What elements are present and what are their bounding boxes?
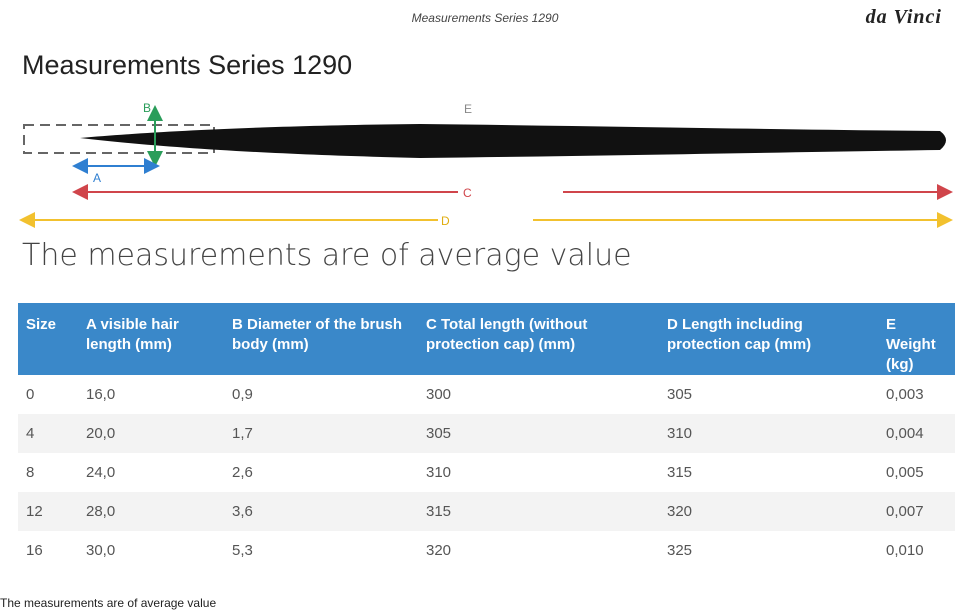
table-cell: 28,0 <box>78 492 224 531</box>
table-cell: 8 <box>26 464 35 481</box>
table-cell: 16,0 <box>86 386 116 403</box>
table-cell: 3,6 <box>224 492 418 531</box>
table-cell: 0,005 <box>886 464 924 481</box>
table-cell: 24,0 <box>86 464 116 481</box>
label-c: C <box>463 186 472 200</box>
header-cell: B Diameter of the brush body (mm) <box>224 303 418 375</box>
brush <box>80 124 946 158</box>
measurements-table: Size A visible hair length (mm) B Diameter… <box>18 303 955 570</box>
table-cell: 12 <box>18 492 78 531</box>
table-cell: 1,7 <box>224 414 418 453</box>
header-caption: Measurements Series 1290 <box>411 11 559 25</box>
table-cell: 325 <box>667 542 693 559</box>
table-cell: 0,004 <box>878 414 955 453</box>
header-cell: E Weight (kg) <box>878 303 955 375</box>
table-cell: 320 <box>659 492 878 531</box>
footer: The measurements are of average value <box>0 596 217 610</box>
table-cell: 310 <box>659 414 878 453</box>
header-cell: D Length including protection cap (mm) <box>659 303 878 375</box>
table-cell: 0,010 <box>886 542 924 559</box>
header-cell: Size <box>18 303 78 375</box>
label-d: D <box>441 214 450 228</box>
table-cell: 5,3 <box>232 542 253 559</box>
table-row: 16 30,0 5,3 320 325 0,010 <box>18 531 955 570</box>
table-cell: 16 <box>26 542 43 559</box>
table-cell: 305 <box>418 414 659 453</box>
header-row: Size A visible hair length (mm) B Diameter… <box>18 303 955 375</box>
header-cell: C Total length (without protection cap) … <box>418 303 659 375</box>
table-cell: 30,0 <box>86 542 116 559</box>
header-cell: A visible hair length (mm) <box>78 303 224 375</box>
table-cell: 300 <box>426 386 452 403</box>
title: Measurements Series 1290 <box>22 50 353 80</box>
table-cell: 315 <box>418 492 659 531</box>
label-a: A <box>93 171 101 185</box>
table-cell: 0,003 <box>886 386 924 403</box>
table-cell: 310 <box>426 464 452 481</box>
label-b: B <box>143 101 151 115</box>
subtitle: The measurements are of average value <box>22 238 632 273</box>
table-row: 0 16,0 0,9 300 305 0,003 <box>18 375 955 414</box>
table-row: 12 28,0 3,6 315 320 0,007 <box>18 492 955 531</box>
table-cell: 305 <box>667 386 693 403</box>
label-e: E <box>464 102 472 116</box>
brand-logo: da Vinci <box>865 6 942 28</box>
table-row: 8 24,0 2,6 310 315 0,005 <box>18 453 955 492</box>
table-cell: 315 <box>667 464 693 481</box>
table-cell: 20,0 <box>78 414 224 453</box>
table-cell: 0,9 <box>232 386 253 403</box>
brush-diagram: B E A C D <box>19 101 953 228</box>
table-cell: 320 <box>426 542 452 559</box>
table-cell: 2,6 <box>232 464 253 481</box>
table-cell: 0 <box>26 386 35 403</box>
table-row: 4 20,0 1,7 305 310 0,004 <box>18 414 955 453</box>
hair-box <box>23 124 215 154</box>
table-cell: 4 <box>18 414 78 453</box>
table-cell: 0,007 <box>878 492 955 531</box>
